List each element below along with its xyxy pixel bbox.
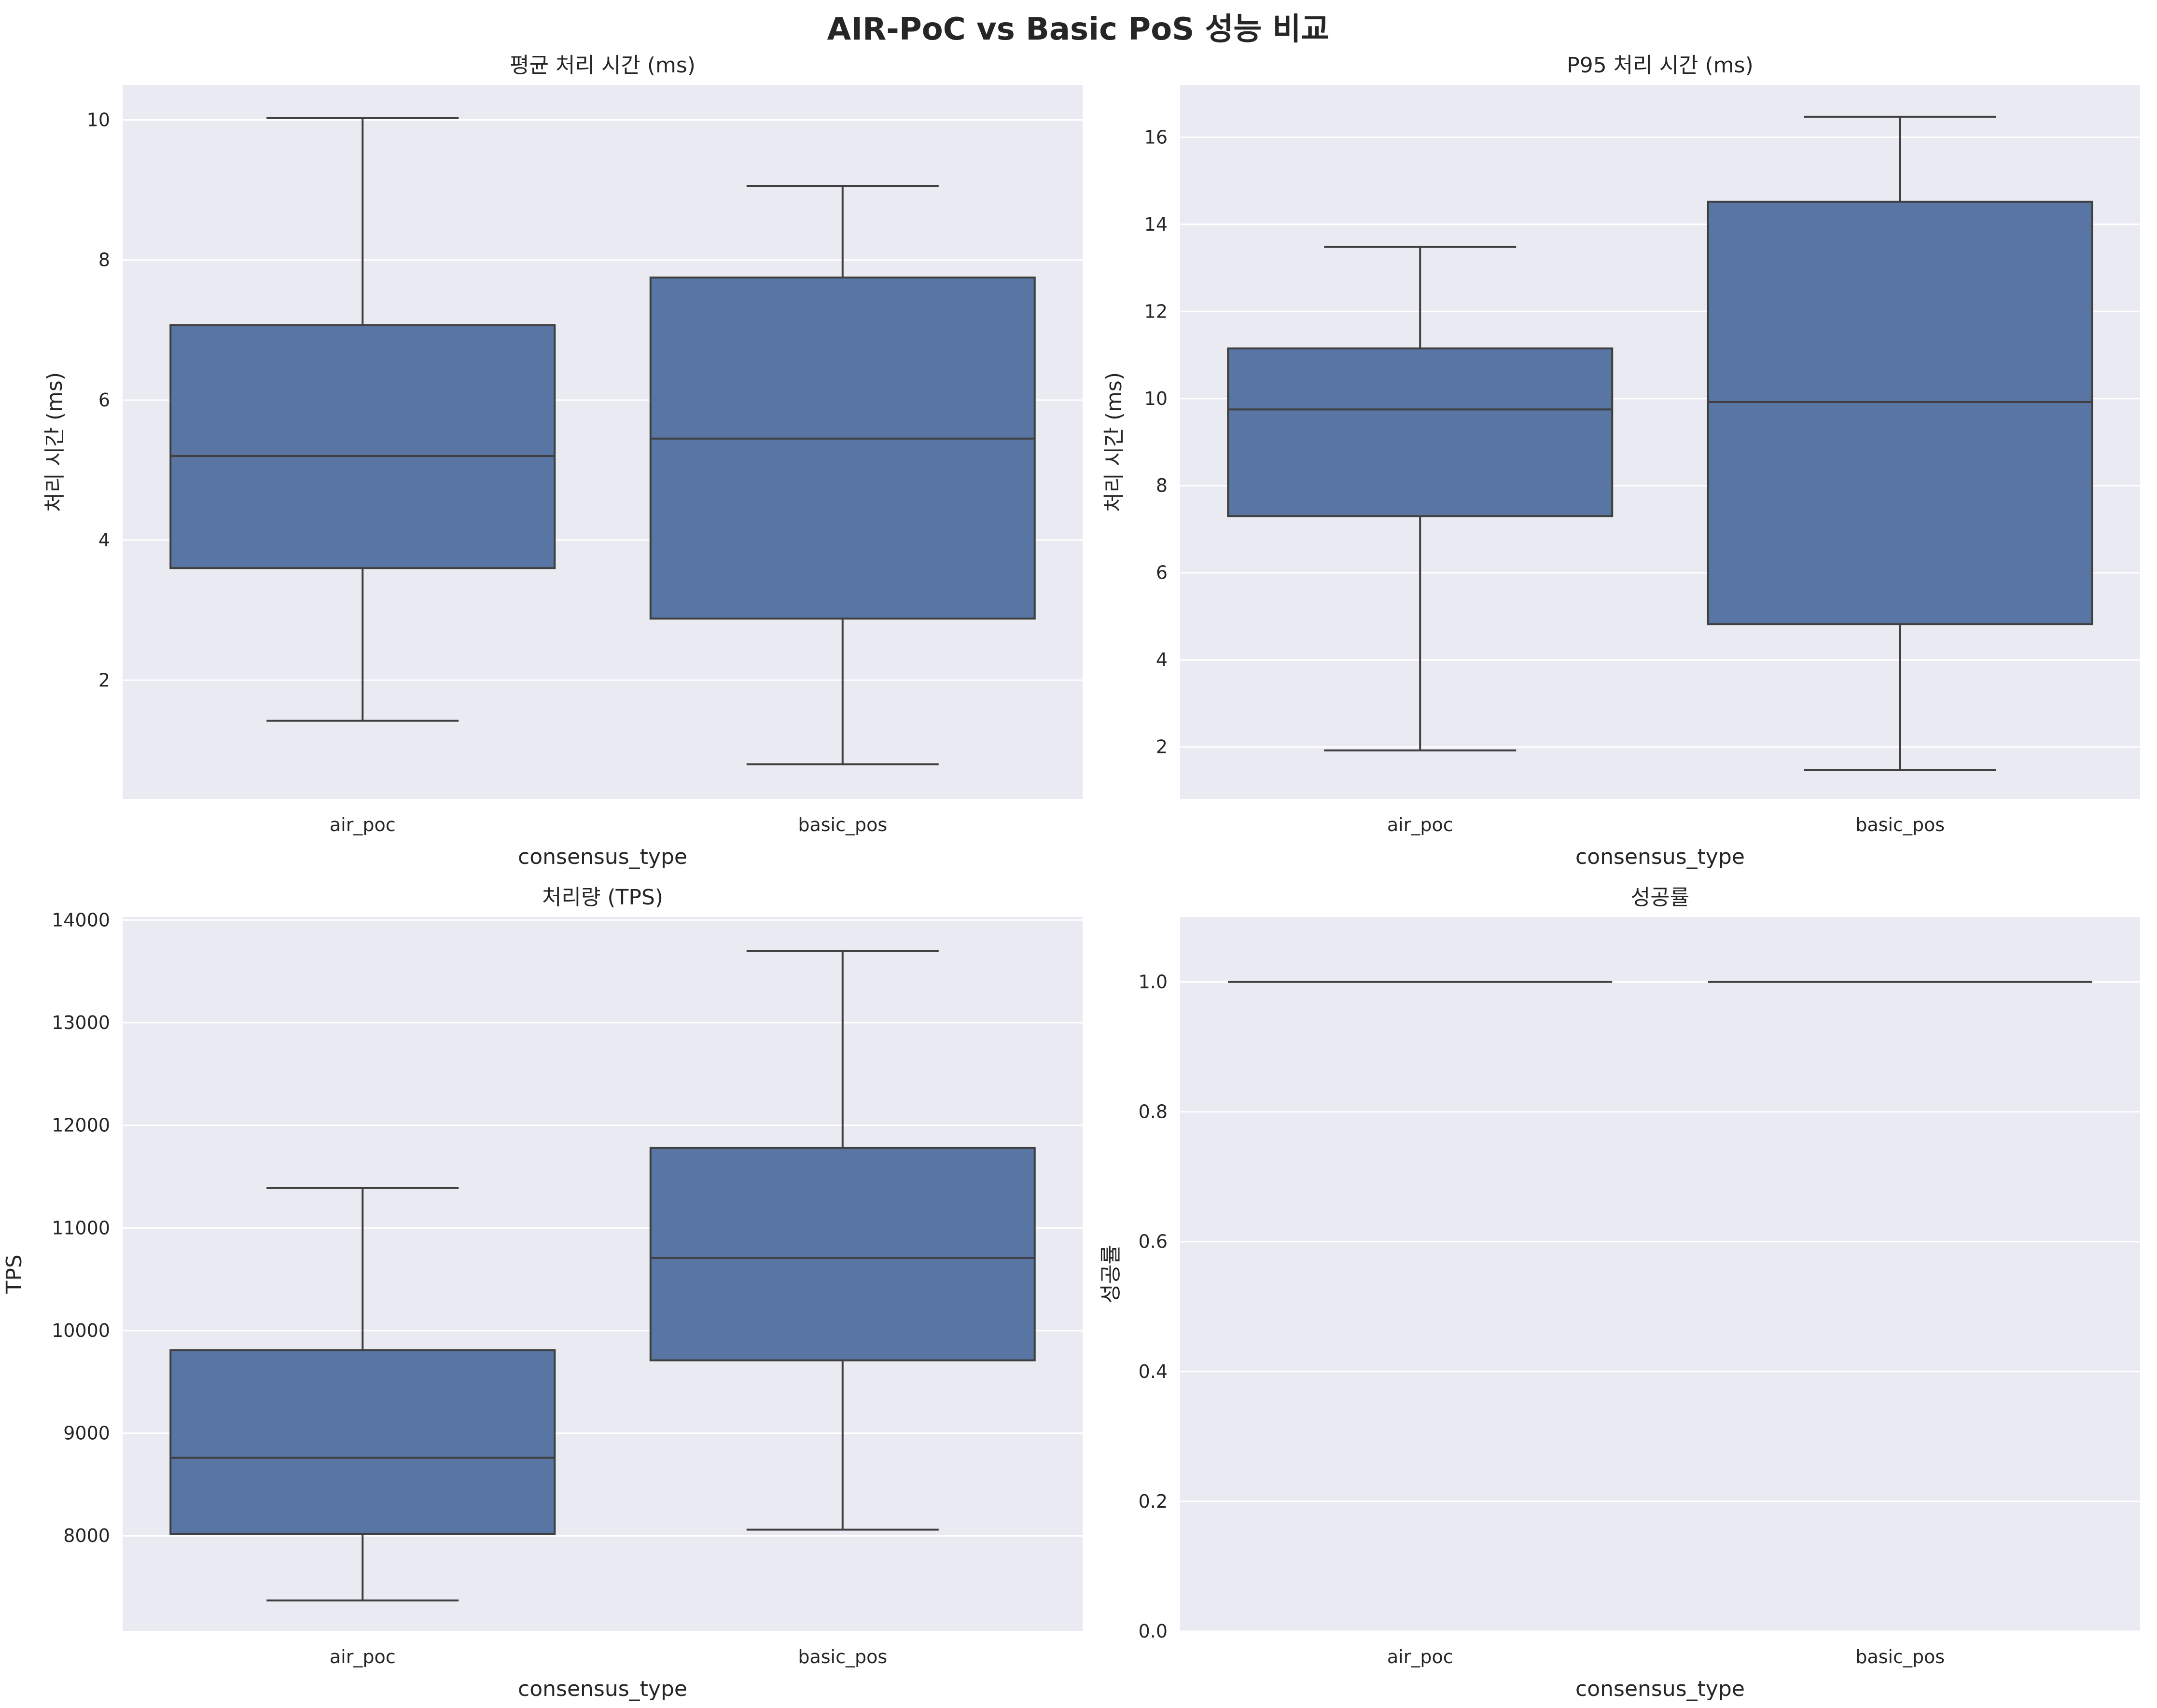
panels: 2 4 6 8 10 air_poc basic_pos 평균 처리 시간 (ms) conse… (2, 53, 2140, 1701)
x-tick-label: air_poc (1387, 814, 1453, 835)
y-tick-label: 11000 (52, 1217, 110, 1238)
y-tick-label: 2 (1156, 736, 1168, 758)
y-axis-label: 성공률 (1099, 1245, 1123, 1303)
box-basic_pos (649, 184, 1036, 765)
y-tick-label: 12000 (52, 1115, 110, 1136)
y-tick-label: 14000 (52, 909, 110, 930)
box-air_poc (169, 117, 556, 722)
box-body (169, 1349, 556, 1535)
y-tick-label: 8 (1156, 475, 1168, 496)
y-tick-label: 0.0 (1139, 1621, 1168, 1642)
box-body (649, 1147, 1036, 1361)
x-axis-label: consensus_type (518, 845, 687, 869)
box-air_poc (169, 1187, 556, 1602)
y-tick-label: 12 (1144, 301, 1168, 322)
y-tick-label: 6 (1156, 562, 1168, 583)
x-axis-label: consensus_type (1575, 845, 1745, 869)
box-body (1227, 347, 1614, 517)
subplot-title: 평균 처리 시간 (ms) (510, 53, 696, 78)
y-tick-label: 10 (87, 110, 110, 131)
x-tick-label: air_poc (330, 814, 396, 835)
x-tick-label: air_poc (330, 1646, 396, 1667)
subplot-title: P95 처리 시간 (ms) (1567, 53, 1753, 78)
subplot-title: 성공률 (1631, 885, 1689, 910)
subplot-title: 처리량 (TPS) (542, 885, 663, 910)
y-tick-label: 6 (98, 389, 110, 411)
y-tick-label: 4 (1156, 649, 1168, 670)
x-axis-label: consensus_type (518, 1677, 687, 1701)
y-tick-label: 8 (98, 250, 110, 271)
box-body (1707, 200, 2093, 625)
y-tick-label: 4 (98, 529, 110, 551)
figure-title: AIR-PoC vs Basic PoS 성능 비교 (827, 12, 1330, 47)
y-tick-label: 13000 (52, 1012, 110, 1033)
y-tick-label: 1.0 (1139, 972, 1168, 993)
y-tick-label: 16 (1144, 126, 1168, 148)
subplot-1: 2 4 6 8 10 air_poc basic_pos 평균 처리 시간 (ms) conse… (42, 53, 1083, 869)
x-tick-label: basic_pos (1855, 814, 1945, 835)
y-axis-label: 처리 시간 (ms) (42, 372, 67, 512)
y-axis-label: 처리 시간 (ms) (1102, 372, 1127, 512)
y-tick-label: 9000 (63, 1423, 110, 1444)
subplot-2: 2 4 6 8 10 12 14 16 air_poc basic_pos P95 처리 시간 (m… (1102, 53, 2140, 869)
y-tick-label: 10000 (52, 1320, 110, 1341)
y-axis-label: TPS (2, 1254, 27, 1294)
y-tick-label: 0.4 (1139, 1361, 1168, 1382)
box-body (649, 277, 1036, 620)
y-tick-label: 0.6 (1139, 1231, 1168, 1252)
y-tick-label: 0.2 (1139, 1491, 1168, 1512)
subplot-4: 0.0 0.2 0.4 0.6 0.8 1.0 air_poc basic_pos 성공률 con… (1099, 885, 2140, 1701)
x-axis-label: consensus_type (1575, 1677, 1745, 1701)
box-body (169, 324, 556, 569)
x-tick-label: basic_pos (798, 814, 887, 835)
y-tick-label: 10 (1144, 388, 1168, 409)
x-tick-label: basic_pos (798, 1646, 887, 1667)
y-tick-label: 8000 (63, 1525, 110, 1546)
subplot-3: 8000 9000 10000 11000 12000 13000 14000 air_poc… (2, 885, 1083, 1701)
box-basic_pos (1707, 115, 2093, 771)
box-basic_pos (649, 950, 1036, 1531)
y-tick-label: 0.8 (1139, 1101, 1168, 1123)
x-tick-label: air_poc (1387, 1646, 1453, 1667)
plot-area (1180, 917, 2140, 1631)
x-tick-label: basic_pos (1855, 1646, 1945, 1667)
y-tick-label: 14 (1144, 214, 1168, 235)
box-air_poc (1227, 246, 1614, 751)
y-tick-label: 2 (98, 669, 110, 691)
